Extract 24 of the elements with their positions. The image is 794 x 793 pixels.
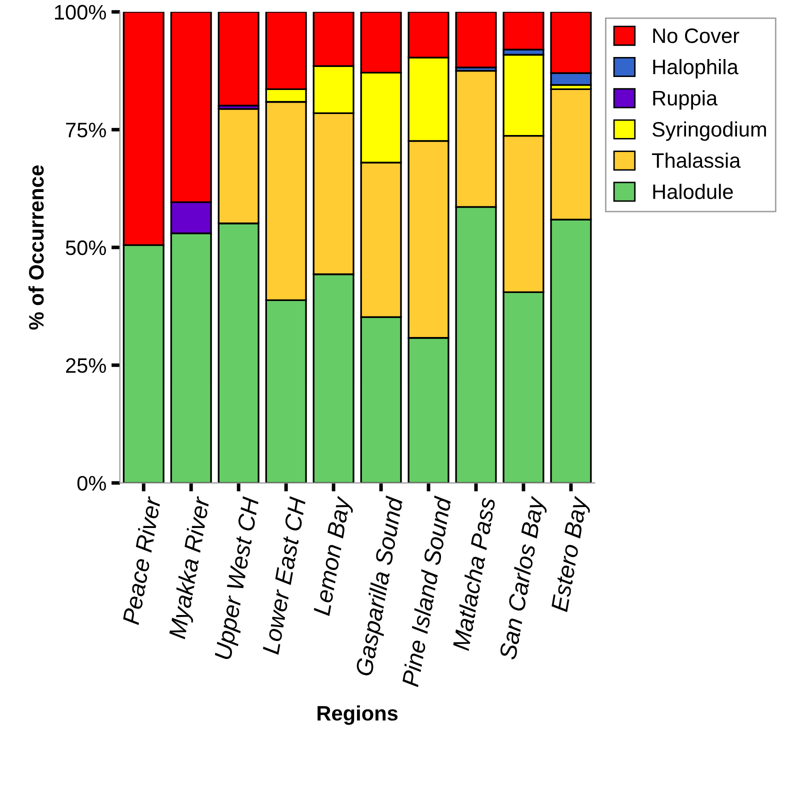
x-tick-label: Lemon Bay <box>313 495 355 617</box>
x-tick-label: Upper West CH <box>214 496 264 661</box>
y-tick-label: 0% <box>77 476 106 491</box>
y-tick-label: 25% <box>66 358 106 373</box>
y-tick-label: 100% <box>55 4 106 20</box>
legend-label: Thalassia <box>652 152 741 168</box>
x-tick-label: Estero Bay <box>551 495 592 613</box>
legend-label: Ruppia <box>653 90 718 110</box>
bar <box>455 12 497 68</box>
bar <box>218 12 260 106</box>
legend-label: No Cover <box>653 28 740 44</box>
x-tick-label: San Carlos Bay <box>498 494 549 661</box>
x-axis-title: Regions <box>318 705 398 725</box>
x-tick-label: Matlacha Pass <box>452 496 496 651</box>
x-tick-label: Myakka River <box>168 495 215 640</box>
y-tick-label: 75% <box>66 122 106 138</box>
legend-label: Halophila <box>653 59 738 78</box>
y-axis-title: % of Occurrence <box>28 165 44 330</box>
legend-label: Syringodium <box>652 121 766 141</box>
legend-label: Halodule <box>653 184 733 200</box>
x-tick-label: Lower East CH <box>262 496 306 655</box>
x-tick-label: Peace River <box>122 495 162 626</box>
x-tick-label: Pine Island Sound <box>401 496 452 688</box>
y-tick-label: 50% <box>66 240 106 256</box>
